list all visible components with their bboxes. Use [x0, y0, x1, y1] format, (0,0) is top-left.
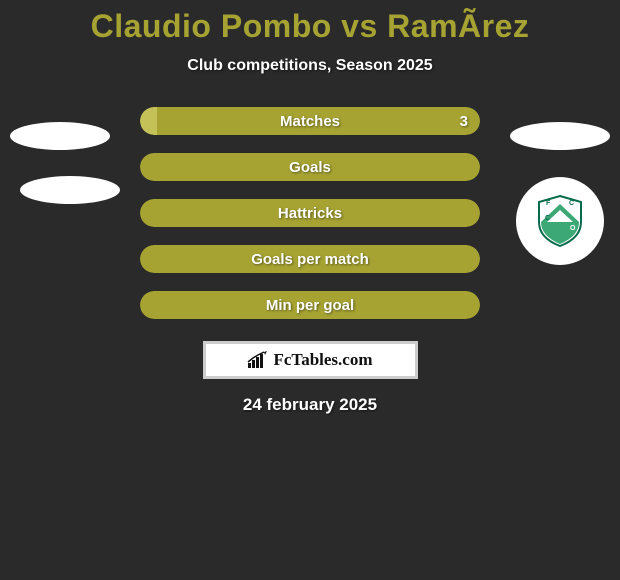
branding-text: FcTables.com [273, 350, 372, 370]
stat-row: Goals [140, 153, 480, 181]
stat-row: Goals per match [140, 245, 480, 273]
svg-text:F: F [546, 200, 551, 207]
chart-icon [247, 351, 269, 369]
player-left-avatar-1 [10, 122, 110, 150]
svg-text:C: C [569, 200, 574, 207]
stat-label: Hattricks [140, 199, 480, 227]
shield-icon: F C C O [533, 194, 587, 248]
page-title: Claudio Pombo vs RamÃ­rez [0, 0, 620, 45]
stat-label: Goals [140, 153, 480, 181]
stat-row: Hattricks [140, 199, 480, 227]
team-badge-right: F C C O [516, 177, 604, 265]
stat-row: Min per goal [140, 291, 480, 319]
svg-text:O: O [570, 225, 576, 232]
branding-box: FcTables.com [203, 341, 418, 379]
svg-text:C: C [545, 215, 550, 222]
stat-label: Goals per match [140, 245, 480, 273]
page-subtitle: Club competitions, Season 2025 [0, 57, 620, 75]
stat-label: Matches [140, 107, 480, 135]
player-right-avatar [510, 122, 610, 150]
date-text: 24 february 2025 [0, 395, 620, 415]
stat-value-right: 3 [460, 107, 468, 135]
stats-container: Matches3 Goals Hattricks Goals per match Min… [140, 107, 480, 319]
stat-row: Matches3 [140, 107, 480, 135]
player-left-avatar-2 [20, 176, 120, 204]
stat-label: Min per goal [140, 291, 480, 319]
